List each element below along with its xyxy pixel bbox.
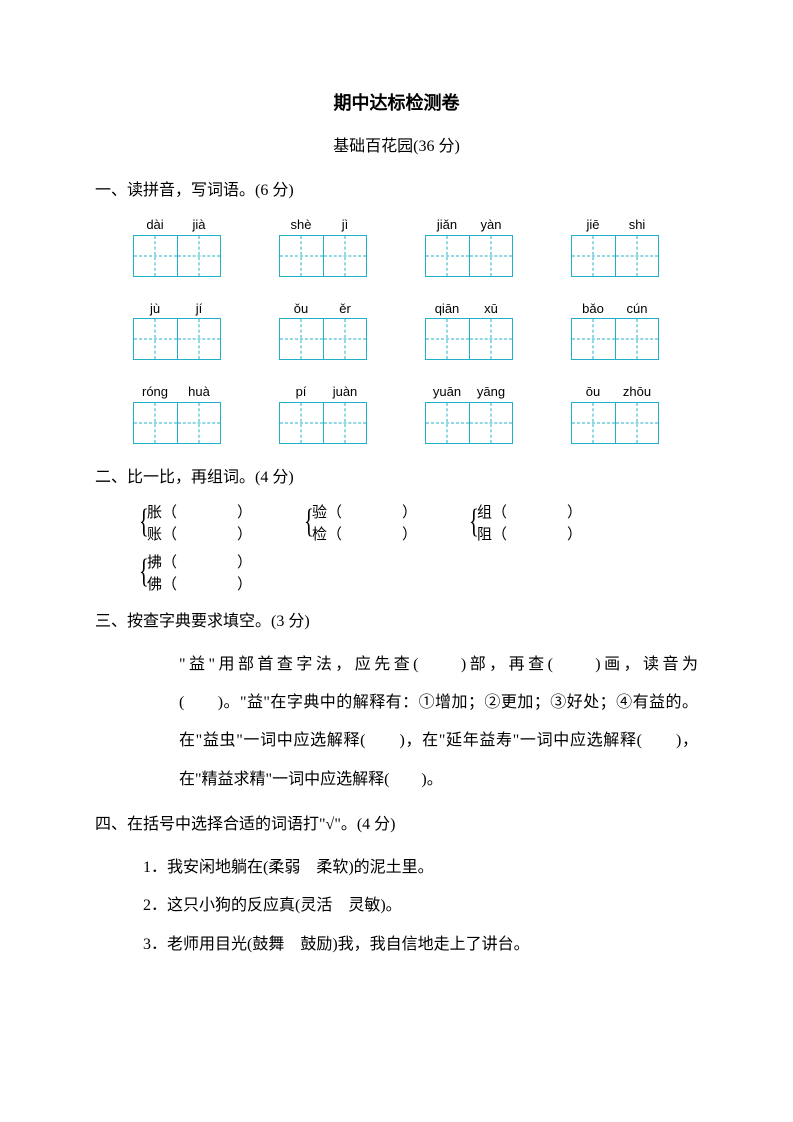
question-3: 三、按查字典要求填空。(3 分) "益"用部首查字法，应先查( )部，再查( )… [95,610,698,800]
brace-icon: { [139,500,145,544]
char-box [279,402,367,444]
pinyin-cell: qiānxū [425,299,513,361]
pinyin-labels: ōuzhōu [571,382,659,402]
pinyin-cell: shèjì [279,215,367,277]
char-box [571,318,659,360]
q3-head: 三、按查字典要求填空。(3 分) [95,610,698,634]
pinyin-syllable: pí [279,382,323,402]
pair-line: 组（ ） [477,502,582,524]
pinyin-syllable: dài [133,215,177,235]
pinyin-cell: jiēshi [571,215,659,277]
brace-icon: { [469,500,475,544]
page-title: 期中达标检测卷 [95,90,698,117]
q4-item: 3．老师用目光(鼓舞 鼓励)我，我自信地走上了讲台。 [143,926,698,964]
pinyin-syllable: yāng [469,382,513,402]
char-box [133,402,221,444]
pinyin-labels: yuānyāng [425,382,513,402]
char-pair: {组（ ）阻（ ） [467,502,582,546]
pinyin-labels: dàijià [133,215,221,235]
char-box [571,235,659,277]
pinyin-syllable: jì [323,215,367,235]
pinyin-cell: bǎocún [571,299,659,361]
q4-item: 1．我安闲地躺在(柔弱 柔软)的泥土里。 [143,849,698,887]
pinyin-syllable: zhōu [615,382,659,402]
pinyin-syllable: cún [615,299,659,319]
char-box [133,318,221,360]
q4-item: 2．这只小狗的反应真(灵活 灵敏)。 [143,887,698,925]
q3-body: "益"用部首查字法，应先查( )部，再查( )画，读音为( )。"益"在字典中的… [95,646,698,800]
pinyin-syllable: ōu [571,382,615,402]
pair-line: 佛（ ） [147,574,252,596]
pinyin-cell: ōuzhōu [571,382,659,444]
char-box [571,402,659,444]
char-box [133,235,221,277]
pinyin-grid: dàijià shèjì jiǎnyàn jiēshi jùjí ǒuěr qiānxū bǎ… [95,215,698,444]
pinyin-syllable: qiān [425,299,469,319]
q4-head: 四、在括号中选择合适的词语打"√"。(4 分) [95,813,698,837]
pinyin-cell: rónghuà [133,382,221,444]
pinyin-syllable: jià [177,215,221,235]
pinyin-labels: ǒuěr [279,299,367,319]
pinyin-syllable: bǎo [571,299,615,319]
char-box [279,235,367,277]
pair-line: 检（ ） [312,524,417,546]
pinyin-labels: shèjì [279,215,367,235]
pinyin-cell: jùjí [133,299,221,361]
pinyin-syllable: huà [177,382,221,402]
brace-icon: { [139,550,145,594]
pinyin-cell: jiǎnyàn [425,215,513,277]
char-box [425,318,513,360]
char-box [425,402,513,444]
pinyin-syllable: ěr [323,299,367,319]
pinyin-syllable: yuān [425,382,469,402]
char-box [425,235,513,277]
char-pair: {拂（ ）佛（ ） [137,552,252,596]
pinyin-labels: bǎocún [571,299,659,319]
pinyin-syllable: yàn [469,215,513,235]
char-pair: {验（ ）检（ ） [302,502,417,546]
char-box [279,318,367,360]
pinyin-labels: jùjí [133,299,221,319]
pair-line: 拂（ ） [147,552,252,574]
q1-head: 一、读拼音，写词语。(6 分) [95,179,698,203]
pinyin-syllable: jiǎn [425,215,469,235]
pair-line: 账（ ） [147,524,252,546]
pinyin-cell: píjuàn [279,382,367,444]
pair-line: 验（ ） [312,502,417,524]
pinyin-labels: jiǎnyàn [425,215,513,235]
pinyin-syllable: ǒu [279,299,323,319]
pinyin-labels: rónghuà [133,382,221,402]
question-1: 一、读拼音，写词语。(6 分) dàijià shèjì jiǎnyàn jiēshi… [95,179,698,444]
pinyin-cell: ǒuěr [279,299,367,361]
pinyin-syllable: jiē [571,215,615,235]
pinyin-cell: yuānyāng [425,382,513,444]
pinyin-labels: píjuàn [279,382,367,402]
pinyin-syllable: juàn [323,382,367,402]
pinyin-syllable: shi [615,215,659,235]
brace-icon: { [304,500,310,544]
question-2: 二、比一比，再组词。(4 分) {胀（ ）账（ ）{验（ ）检（ ）{组（ ）阻… [95,466,698,596]
pinyin-syllable: róng [133,382,177,402]
pair-line: 胀（ ） [147,502,252,524]
pinyin-labels: qiānxū [425,299,513,319]
page-subtitle: 基础百花园(36 分) [95,135,698,159]
pinyin-labels: jiēshi [571,215,659,235]
pinyin-syllable: jí [177,299,221,319]
q4-body: 1．我安闲地躺在(柔弱 柔软)的泥土里。2．这只小狗的反应真(灵活 灵敏)。3．… [95,849,698,964]
pinyin-syllable: xū [469,299,513,319]
question-4: 四、在括号中选择合适的词语打"√"。(4 分) 1．我安闲地躺在(柔弱 柔软)的… [95,813,698,964]
char-pair: {胀（ ）账（ ） [137,502,252,546]
q2-body: {胀（ ）账（ ）{验（ ）检（ ）{组（ ）阻（ ）{拂（ ）佛（ ） [95,502,698,596]
q2-head: 二、比一比，再组词。(4 分) [95,466,698,490]
pinyin-cell: dàijià [133,215,221,277]
pair-line: 阻（ ） [477,524,582,546]
pinyin-syllable: jù [133,299,177,319]
pinyin-syllable: shè [279,215,323,235]
